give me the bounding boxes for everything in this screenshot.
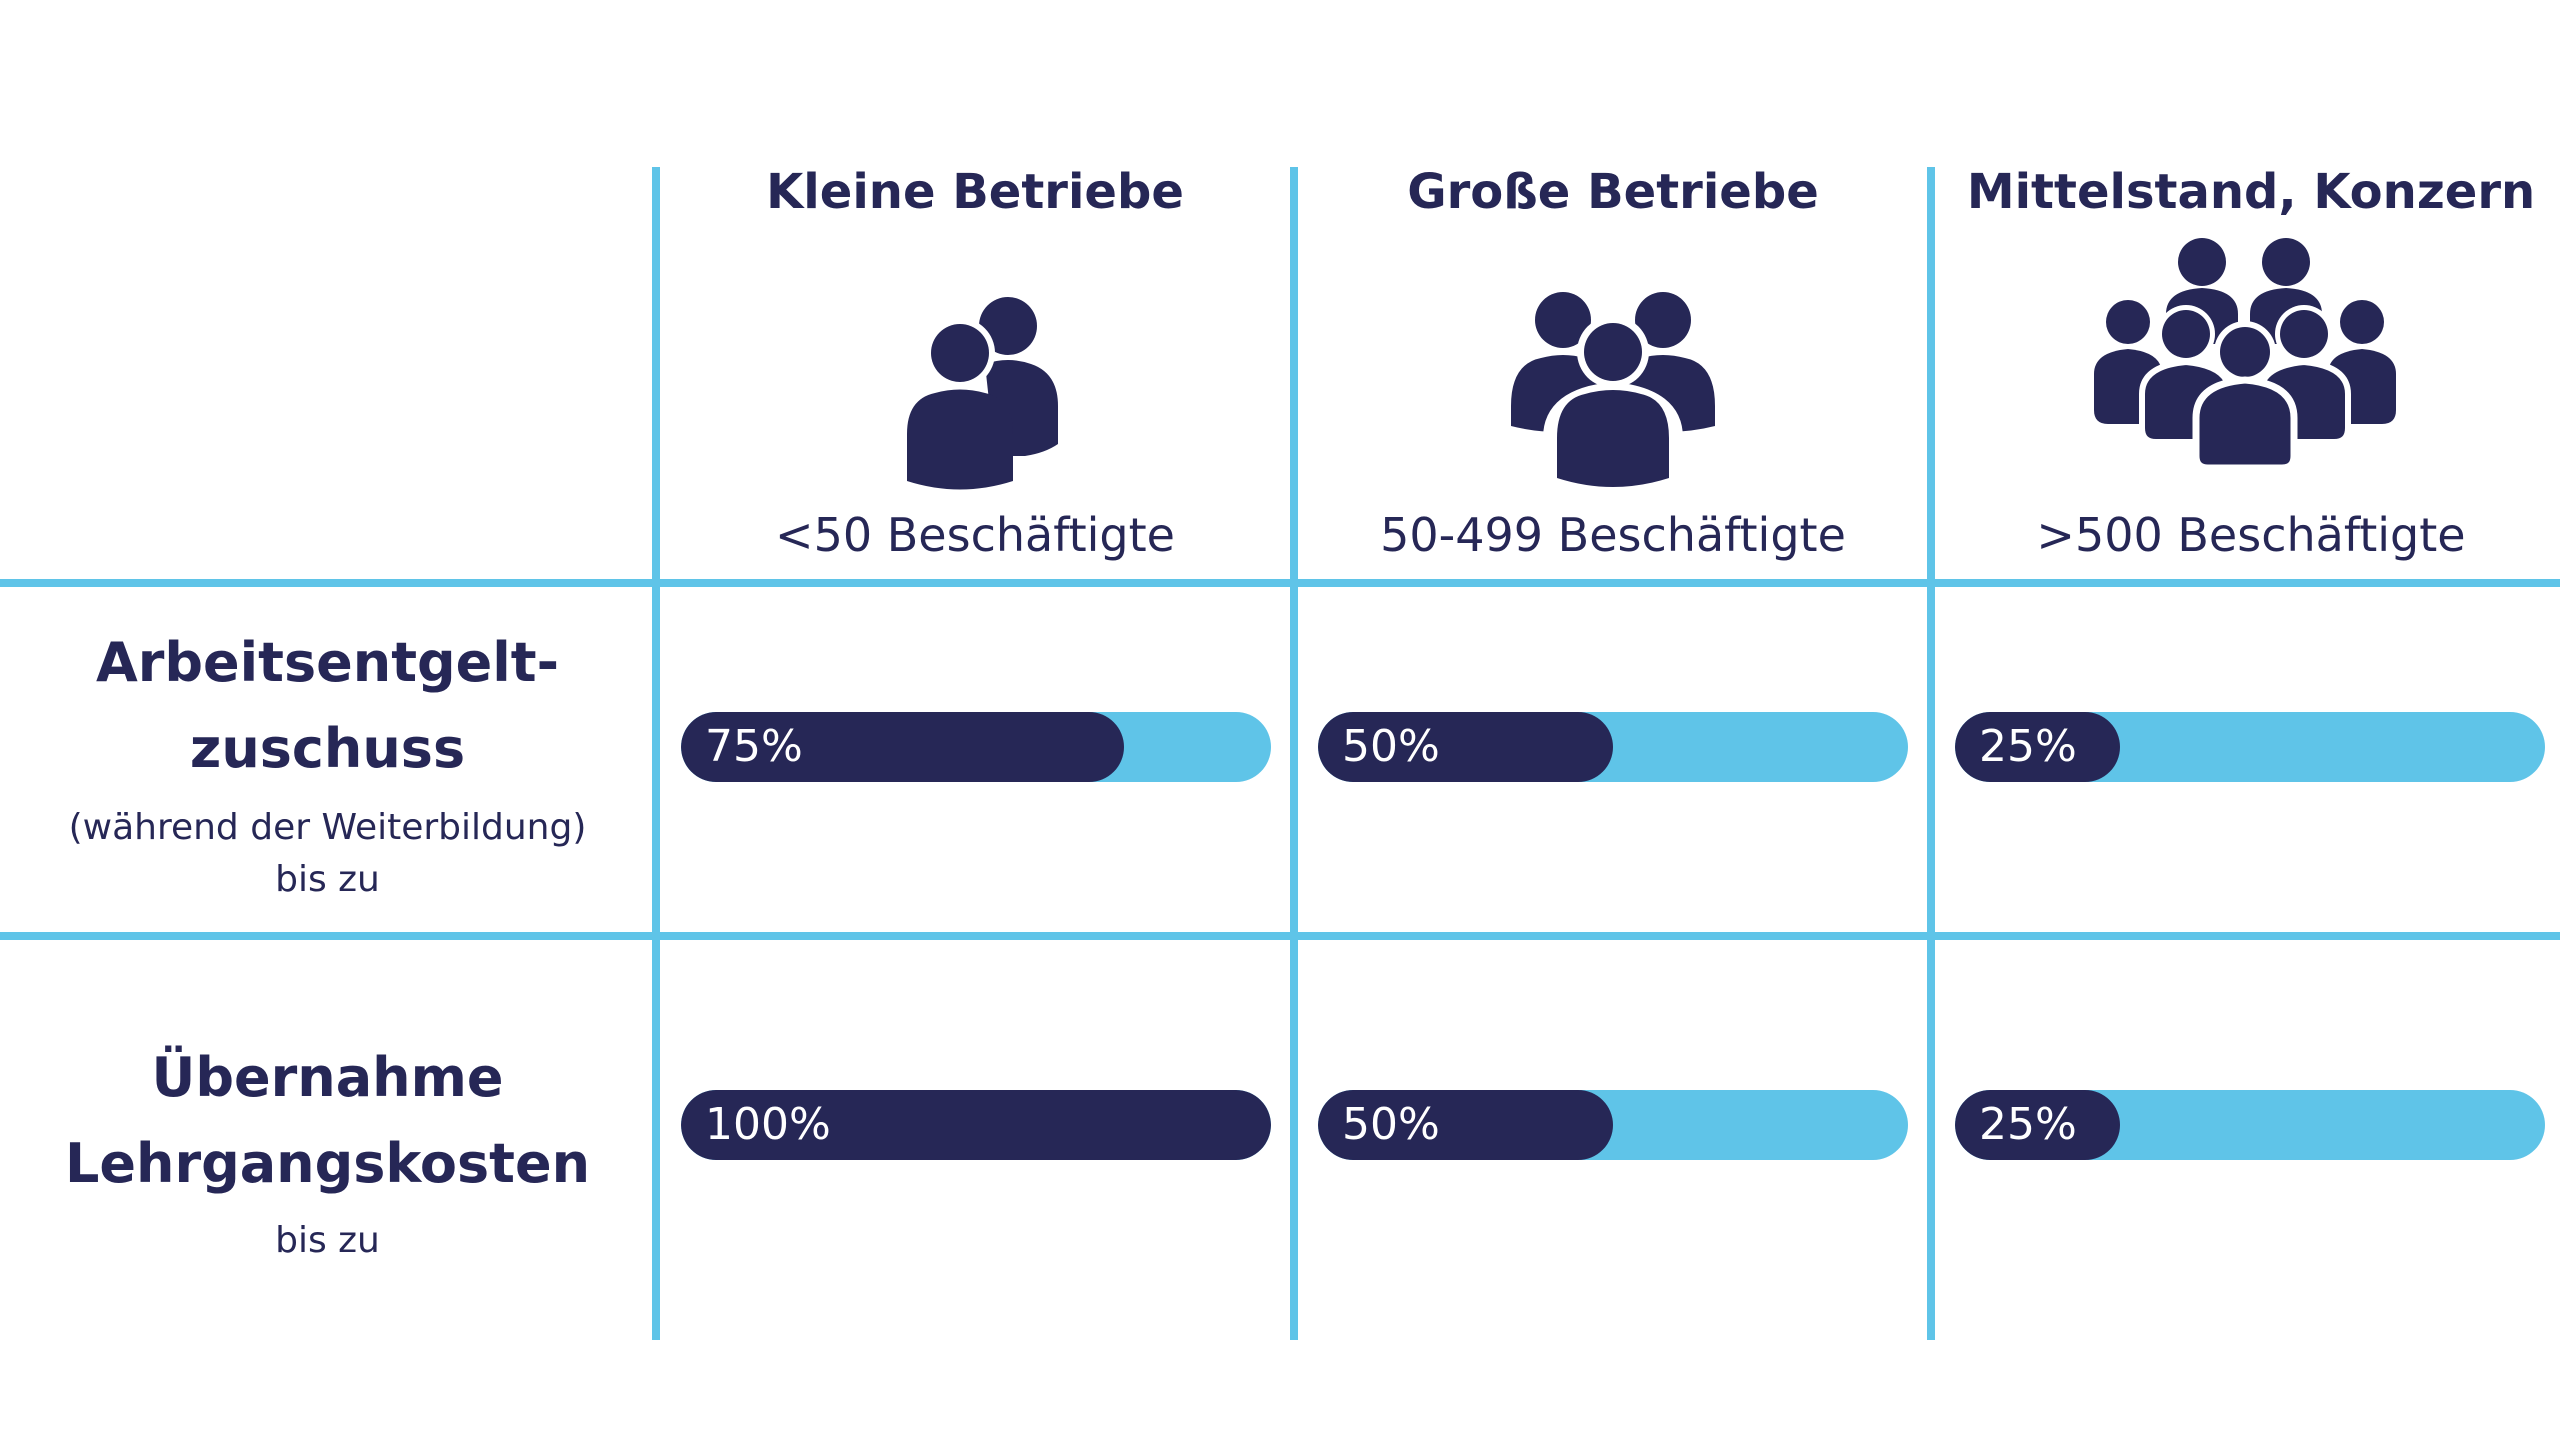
column-title: Mittelstand, Konzern <box>1966 164 2536 220</box>
row-note-line1: bis zu <box>275 1220 380 1261</box>
bar-track: 50% <box>1318 712 1908 782</box>
bar-value-label: 100% <box>705 1099 831 1150</box>
bar-track: 100% <box>681 1090 1271 1160</box>
row-title-line1: Arbeitsentgelt- <box>95 631 560 694</box>
row-title-line1: Übernahme <box>151 1046 504 1109</box>
column-divider-1 <box>652 167 660 1340</box>
two-people-icon <box>907 297 1058 490</box>
row-header-wage-subsidy: Arbeitsentgelt- zuschuss (während der We… <box>0 620 655 906</box>
column-subtitle-corporate: >500 Beschäftigte <box>2036 508 2466 562</box>
row-divider-2 <box>0 932 2560 940</box>
bar-fill <box>1955 712 2120 782</box>
row-header-course-costs: Übernahme Lehrgangskosten bis zu <box>0 1035 655 1267</box>
bar-track: 50% <box>1318 1090 1908 1160</box>
bar-fill <box>1955 1090 2120 1160</box>
column-header-corporate: Mittelstand, Konzern <box>1933 150 2560 474</box>
crowd-icon <box>2094 238 2396 472</box>
bar-value-label: 75% <box>705 721 803 772</box>
bar-value-label: 25% <box>1979 1099 2077 1150</box>
column-title: Kleine Betriebe <box>766 164 1184 220</box>
row-note-line2: bis zu <box>275 859 380 900</box>
column-divider-3 <box>1927 167 1935 1340</box>
column-header-large: Große Betriebe <box>1295 150 1931 506</box>
row-note-line1: (während der Weiterbildung) <box>68 807 587 848</box>
row-title-line2: zuschuss <box>189 717 466 780</box>
column-divider-2 <box>1290 167 1298 1340</box>
row-title-line2: Lehrgangskosten <box>64 1132 591 1195</box>
bar-fill <box>681 712 1124 782</box>
row-divider-1 <box>0 579 2560 587</box>
bar-fill <box>1318 1090 1613 1160</box>
bar-value-label: 50% <box>1342 721 1440 772</box>
bar-fill <box>1318 712 1613 782</box>
column-title: Große Betriebe <box>1407 164 1819 220</box>
bar-track: 75% <box>681 712 1271 782</box>
column-header-small: Kleine Betriebe <box>657 150 1293 506</box>
column-subtitle-small: <50 Beschäftigte <box>775 508 1175 562</box>
column-subtitle-large: 50-499 Beschäftigte <box>1380 508 1846 562</box>
bar-value-label: 25% <box>1979 721 2077 772</box>
bar-track: 25% <box>1955 712 2545 782</box>
bar-fill <box>681 1090 1271 1160</box>
three-people-icon <box>1511 292 1715 487</box>
bar-value-label: 50% <box>1342 1099 1440 1150</box>
bar-track: 25% <box>1955 1090 2545 1160</box>
